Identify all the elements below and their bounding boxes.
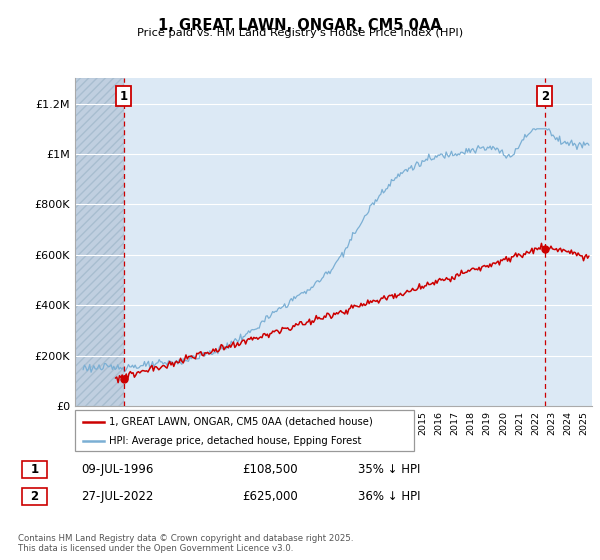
Text: 1, GREAT LAWN, ONGAR, CM5 0AA (detached house): 1, GREAT LAWN, ONGAR, CM5 0AA (detached … [109,417,373,427]
Text: £625,000: £625,000 [242,490,298,503]
Bar [75,78,124,406]
Text: 1: 1 [120,90,128,102]
Text: 1: 1 [31,463,38,476]
FancyBboxPatch shape [22,461,47,478]
Text: Contains HM Land Registry data © Crown copyright and database right 2025.
This d: Contains HM Land Registry data © Crown c… [18,534,353,553]
Text: Price paid vs. HM Land Registry's House Price Index (HPI): Price paid vs. HM Land Registry's House … [137,28,463,38]
FancyBboxPatch shape [75,410,414,451]
Text: HPI: Average price, detached house, Epping Forest: HPI: Average price, detached house, Eppi… [109,436,361,446]
Text: 36% ↓ HPI: 36% ↓ HPI [358,490,420,503]
Text: 1, GREAT LAWN, ONGAR, CM5 0AA: 1, GREAT LAWN, ONGAR, CM5 0AA [158,18,442,33]
Text: 2: 2 [541,90,549,102]
Text: 09-JUL-1996: 09-JUL-1996 [81,463,154,476]
Text: £108,500: £108,500 [242,463,298,476]
Text: 27-JUL-2022: 27-JUL-2022 [81,490,154,503]
Text: 2: 2 [31,490,38,503]
Text: 35% ↓ HPI: 35% ↓ HPI [358,463,420,476]
FancyBboxPatch shape [22,488,47,505]
